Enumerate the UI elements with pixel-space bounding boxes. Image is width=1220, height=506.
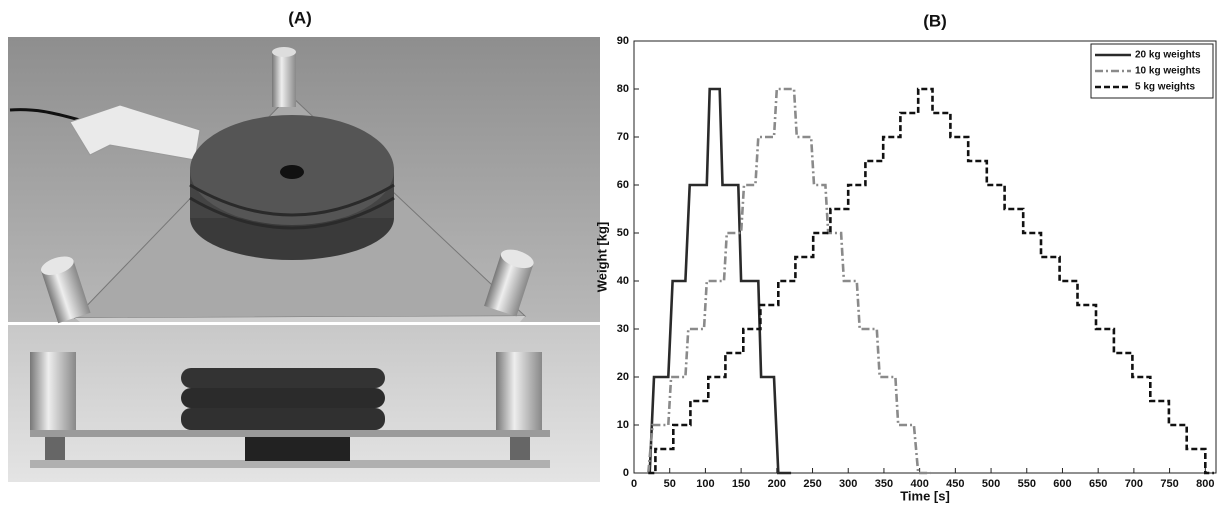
- x-tick-label: 450: [946, 478, 964, 490]
- y-tick-label: 0: [623, 467, 629, 479]
- y-axis-label: Weight [kg]: [594, 222, 609, 293]
- photo-top: [8, 37, 600, 323]
- y-tick-label: 40: [617, 275, 629, 287]
- legend-label: 10 kg weights: [1135, 66, 1201, 77]
- x-tick-label: 550: [1018, 478, 1036, 490]
- x-tick-label: 250: [803, 478, 821, 490]
- legend-label: 5 kg weights: [1135, 82, 1195, 93]
- x-tick-label: 800: [1196, 478, 1214, 490]
- x-tick-label: 750: [1160, 478, 1178, 490]
- x-tick-label: 400: [910, 478, 928, 490]
- x-axis-label: Time [s]: [900, 488, 950, 503]
- x-tick-label: 150: [732, 478, 750, 490]
- chart-title: (B): [923, 11, 947, 30]
- y-tick-label: 10: [617, 419, 629, 431]
- panel-label: (A): [288, 8, 312, 27]
- y-tick-label: 70: [617, 131, 629, 143]
- series-line: [648, 89, 1214, 473]
- figure: (A) (B) Time [s] Weight [kg] 05010015020…: [0, 0, 1220, 506]
- x-tick-label: 350: [875, 478, 893, 490]
- x-tick-label: 500: [982, 478, 1000, 490]
- y-tick-label: 20: [617, 371, 629, 383]
- y-tick-label: 50: [617, 227, 629, 239]
- x-tick-label: 50: [664, 478, 676, 490]
- x-tick-label: 0: [631, 478, 637, 490]
- y-tick-label: 60: [617, 179, 629, 191]
- y-tick-label: 80: [617, 83, 629, 95]
- x-tick-label: 650: [1089, 478, 1107, 490]
- x-tick-label: 200: [768, 478, 786, 490]
- legend-label: 20 kg weights: [1135, 50, 1201, 61]
- x-tick-label: 600: [1053, 478, 1071, 490]
- y-tick-label: 90: [617, 35, 629, 47]
- x-tick-label: 300: [839, 478, 857, 490]
- photo-bottom: [8, 325, 600, 482]
- y-tick-label: 30: [617, 323, 629, 335]
- x-tick-label: 700: [1125, 478, 1143, 490]
- x-tick-label: 100: [696, 478, 714, 490]
